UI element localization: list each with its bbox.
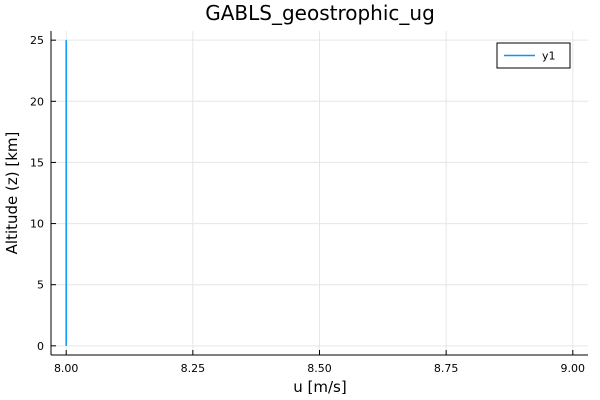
x-tick-label: 8.25 — [181, 362, 206, 375]
x-tick-label: 8.75 — [434, 362, 459, 375]
grid — [51, 31, 588, 355]
axes — [50, 31, 588, 356]
x-axis-label: u [m/s] — [293, 378, 346, 396]
legend: y1 — [496, 42, 571, 69]
y-tick-label: 15 — [30, 156, 44, 169]
y-tick-label: 0 — [37, 340, 44, 353]
x-tick-label: 9.00 — [561, 362, 586, 375]
chart-title: GABLS_geostrophic_ug — [205, 1, 435, 25]
y-tick-label: 5 — [37, 279, 44, 292]
x-tick-label: 8.00 — [54, 362, 79, 375]
legend-label: y1 — [542, 50, 556, 63]
tick-labels: 8.00 8.25 8.50 8.75 9.00 0 5 10 15 20 25 — [30, 34, 585, 375]
y-tick-label: 20 — [30, 95, 44, 108]
y-tick-label: 25 — [30, 34, 44, 47]
y-axis-label: Altitude (z) [km] — [3, 132, 21, 255]
y-tick-label: 10 — [30, 218, 44, 231]
x-tick-label: 8.50 — [307, 362, 332, 375]
